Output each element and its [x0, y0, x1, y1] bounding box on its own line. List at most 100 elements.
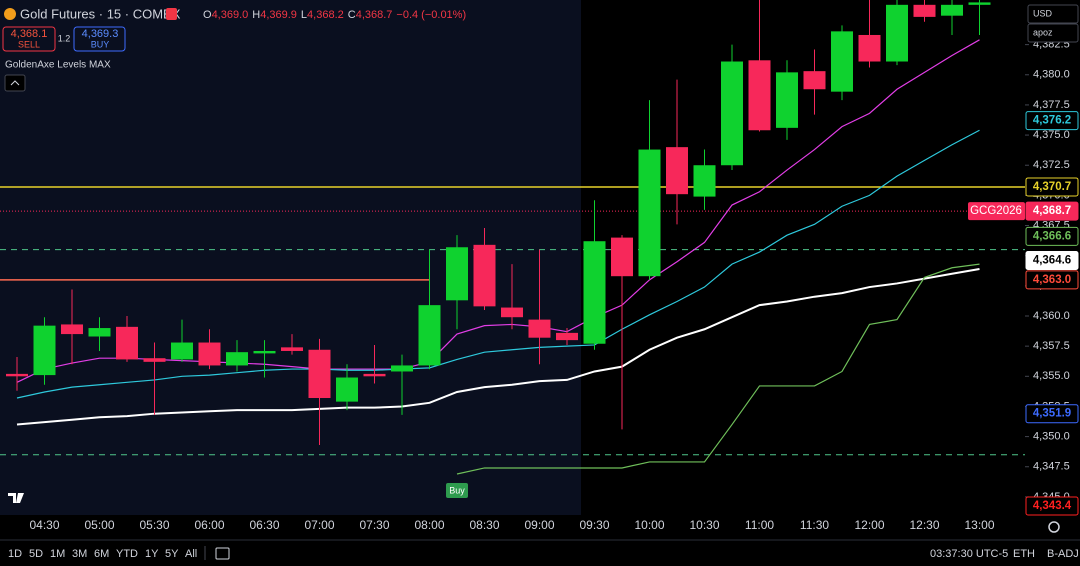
plot [0, 0, 1025, 475]
price-label-box [1025, 496, 1079, 516]
price-label: 4,368.7 [1033, 205, 1071, 217]
range-button[interactable]: 1D [8, 548, 22, 560]
ohlc-value: 4,369.0 [212, 9, 249, 21]
sell-label: SELL [18, 39, 40, 49]
x-tick-label: 04:30 [29, 518, 59, 532]
ohlc-key: C [348, 9, 356, 21]
candle-body [638, 149, 661, 277]
candle-body [391, 365, 413, 372]
x-tick-label: 11:00 [745, 518, 774, 532]
indicator-line [456, 263, 980, 475]
symbol-title: Gold Futures · 15 · COMEX [20, 6, 181, 21]
y-tick-label: 4,380.0 [1033, 69, 1070, 81]
price-label: 4,364.6 [1033, 255, 1071, 267]
candle-body [6, 373, 28, 377]
y-tick-label: 4,355.0 [1033, 370, 1070, 382]
ui: Gold Futures · 15 · COMEX O4,369.0 H4,369… [2, 4, 1079, 560]
y-tick-label: 4,350.0 [1033, 431, 1070, 443]
candle-body [611, 237, 633, 277]
adjustment[interactable]: B-ADJ [1047, 548, 1079, 560]
x-tick-label: 12:00 [854, 518, 884, 532]
range-button[interactable]: 1M [50, 548, 65, 560]
range-button[interactable]: 5D [29, 548, 43, 560]
x-tick-label: 09:00 [524, 518, 554, 532]
x-tick-label: 07:00 [304, 518, 334, 532]
calendar-icon[interactable] [215, 547, 230, 560]
price-label-box [1025, 177, 1079, 197]
price-label-box [1025, 201, 1079, 221]
y-tick-label: 4,357.5 [1033, 340, 1070, 352]
range-button[interactable]: 3M [72, 548, 87, 560]
session[interactable]: ETH [1013, 548, 1035, 560]
x-tick-label: 08:30 [469, 518, 499, 532]
indicator-line [16, 39, 980, 383]
price-label-box [1025, 404, 1079, 424]
ohlc-value: 4,369.9 [260, 9, 297, 21]
candle-body [666, 147, 688, 195]
candle-body [583, 241, 606, 344]
candle-body [143, 358, 166, 362]
price-label: 4,370.7 [1033, 181, 1071, 193]
y-tick-label: 4,347.5 [1033, 461, 1070, 473]
candle-body [556, 332, 578, 341]
candle-body [693, 165, 716, 197]
flag-icon[interactable] [166, 8, 177, 20]
ohlc-key: O [203, 9, 212, 21]
x-tick-label: 10:30 [689, 518, 719, 532]
price-label-box [1025, 226, 1079, 246]
account: apoz [1033, 27, 1053, 37]
tv-logo [8, 493, 24, 503]
candle-body [281, 347, 303, 351]
candle-body [33, 325, 56, 376]
account-select[interactable] [1027, 23, 1079, 43]
ohlc-change: −0.4 (−0.01%) [396, 9, 466, 21]
range-button[interactable]: 5Y [165, 548, 179, 560]
sell-button[interactable] [2, 26, 56, 52]
x-tick-label: 10:00 [634, 518, 664, 532]
buy-button[interactable] [73, 26, 126, 52]
sell-price: 4,368.1 [11, 28, 48, 40]
candle-body [116, 326, 138, 360]
collapse-button[interactable] [4, 74, 26, 92]
price-label: 4,351.9 [1033, 408, 1071, 420]
candle-body [501, 307, 523, 318]
x-tick-label: 09:30 [579, 518, 609, 532]
x-tick-label: 12:30 [909, 518, 939, 532]
candle-body [803, 71, 826, 90]
candle-body [61, 324, 83, 335]
candle-body [418, 305, 441, 366]
candle-body [198, 342, 221, 366]
candle-body [968, 2, 991, 5]
range-button[interactable]: YTD [116, 548, 138, 560]
price-label: 4,366.6 [1033, 230, 1071, 242]
candle-body [748, 60, 771, 131]
candle-body [88, 328, 111, 337]
range-button[interactable]: All [185, 548, 197, 560]
price-label-box [1025, 270, 1079, 290]
price-label-box [1025, 251, 1079, 271]
symbol-tag: GCG2026 [970, 205, 1022, 217]
symbol-tag-box [968, 202, 1025, 221]
range-button[interactable]: 6M [94, 548, 109, 560]
price-label: 4,363.0 [1033, 274, 1071, 286]
currency: USD [1033, 8, 1053, 18]
candle-body [226, 352, 248, 366]
settings-icon[interactable] [1048, 521, 1060, 533]
range-button[interactable]: 1Y [145, 548, 159, 560]
candle-body [528, 319, 551, 338]
price-label: 4,376.2 [1033, 115, 1071, 127]
caret-icon [10, 80, 20, 86]
candle-body [171, 342, 193, 360]
signal-badge [446, 482, 468, 498]
x-tick-label: 06:00 [194, 518, 224, 532]
buy-price: 4,369.3 [82, 28, 119, 40]
symbol-logo [4, 8, 16, 20]
candle-body [721, 61, 743, 166]
ohlc-value: 4,368.7 [356, 9, 393, 21]
currency-select[interactable] [1027, 4, 1079, 24]
clock: 03:37:30 UTC-5 [930, 548, 1008, 560]
price-label: 4,343.4 [1033, 500, 1072, 512]
x-tick-label: 07:30 [359, 518, 389, 532]
candle-body [913, 4, 936, 17]
